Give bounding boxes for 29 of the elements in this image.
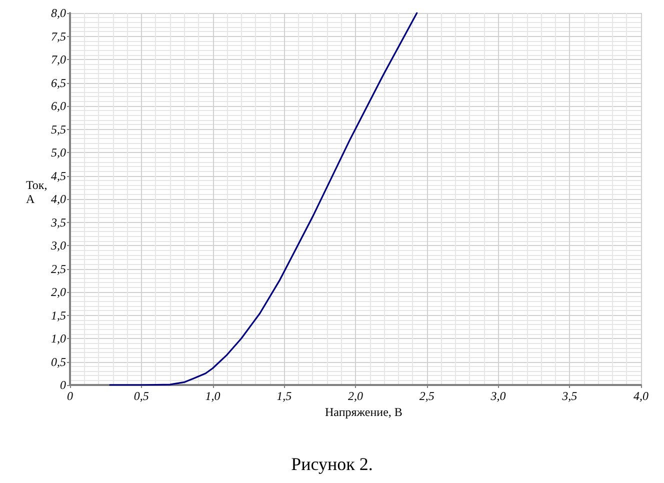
y-tick-label: 2,5 <box>51 262 66 276</box>
y-tick-label: 0 <box>60 378 66 392</box>
y-tick-label: 7,0 <box>51 52 66 66</box>
y-tick-label: 1,5 <box>51 308 66 322</box>
y-tick-label: 3,0 <box>50 238 66 252</box>
x-tick-label: 3,5 <box>561 389 578 403</box>
y-tick-label: 4,0 <box>51 192 66 206</box>
y-tick-label: 0,5 <box>51 354 66 369</box>
y-tick-label: 8,0 <box>51 6 66 20</box>
y-axis-title: Ток, А <box>26 178 48 206</box>
y-tick-label: 7,5 <box>51 29 66 44</box>
y-tick-label: 5,0 <box>51 146 66 160</box>
y-tick-label: 4,5 <box>51 168 66 183</box>
y-tick-label: 3,5 <box>50 215 66 230</box>
x-tick-label: 1,5 <box>276 389 292 403</box>
y-tick-label: 2,0 <box>51 285 66 299</box>
x-tick-label: 3,0 <box>490 389 506 403</box>
y-tick-label: 5,5 <box>51 122 66 136</box>
x-axis-title: Напряжение, В <box>325 405 402 419</box>
x-tick-label: 2,0 <box>348 389 363 403</box>
x-tick-label: 0,5 <box>134 389 149 403</box>
text: Рисунок 2. <box>291 454 373 474</box>
y-tick-label: 6,0 <box>51 99 66 113</box>
y-tick-label: 1,0 <box>51 332 66 346</box>
line-series <box>109 12 418 386</box>
y-tick-label: 6,5 <box>51 76 66 90</box>
x-tick-label: 4,0 <box>634 389 648 403</box>
x-tick-label: 1,0 <box>205 389 220 403</box>
x-tick-label: 2,5 <box>419 389 434 403</box>
